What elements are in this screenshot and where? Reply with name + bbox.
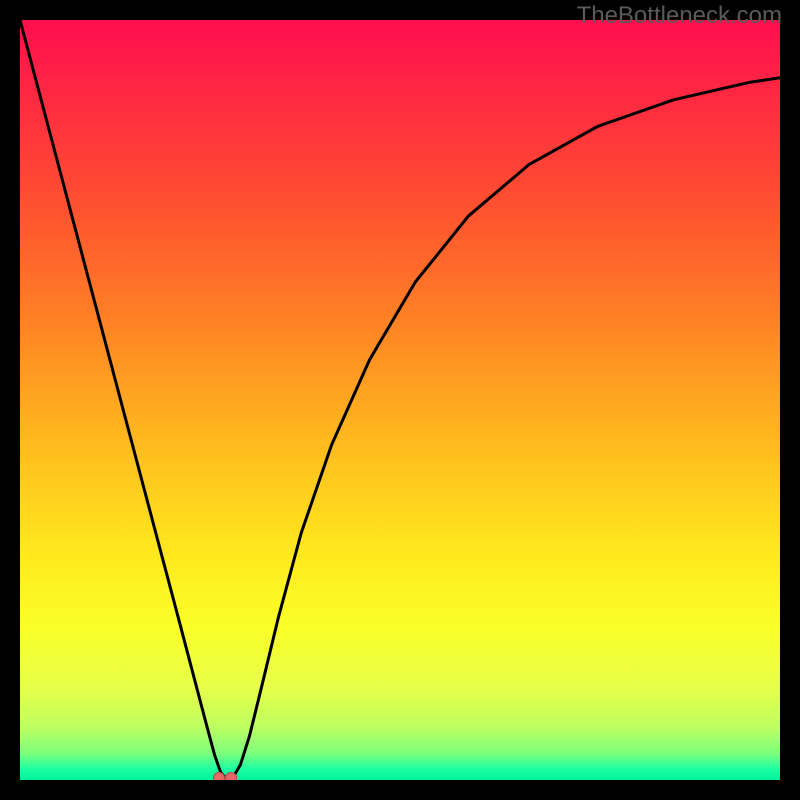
- chart-container: TheBottleneck.com: [0, 0, 800, 800]
- bottleneck-curve-svg: [20, 20, 780, 780]
- watermark-text: TheBottleneck.com: [577, 2, 782, 30]
- bottleneck-curve: [20, 20, 780, 779]
- valley-dot-right: [225, 772, 237, 780]
- valley-dot-left: [213, 772, 225, 780]
- plot-area: [20, 20, 780, 780]
